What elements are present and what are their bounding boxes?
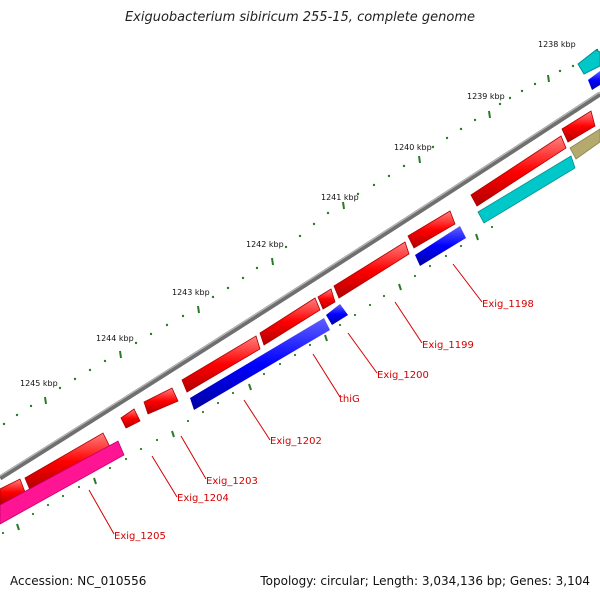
gene-feature-cyan[interactable] xyxy=(477,155,576,224)
gene-feature-magenta[interactable] xyxy=(0,440,125,525)
scale-label: 1240 kbp xyxy=(394,143,432,152)
gene-label-thig[interactable]: thiG xyxy=(339,394,360,405)
gene-feature-blue[interactable] xyxy=(326,304,348,325)
inner-ticks xyxy=(16,233,479,531)
gene-feature-red[interactable] xyxy=(407,210,456,249)
genome-title: Exiguobacterium sibiricum 255-15, comple… xyxy=(124,10,476,25)
gene-label-exig-1205[interactable]: Exig_1205 xyxy=(114,531,166,542)
gene-feature-red[interactable] xyxy=(181,335,261,393)
scale-dots xyxy=(2,58,587,426)
scale-label: 1241 kbp xyxy=(321,193,359,202)
gene-feature-blue[interactable] xyxy=(190,318,330,410)
genome-backbone-highlight xyxy=(0,91,600,477)
scale-label: 1238 kbp xyxy=(538,40,576,49)
gene-feature-blue[interactable] xyxy=(415,226,466,266)
scale-label: 1244 kbp xyxy=(96,334,134,343)
gene-feature-cyan-top[interactable] xyxy=(577,49,600,75)
label-leaders xyxy=(88,263,483,535)
gene-label-exig-1199[interactable]: Exig_1199 xyxy=(422,340,474,351)
inner-dots xyxy=(1,225,494,535)
gene-feature-red[interactable] xyxy=(333,241,410,299)
gene-feature-red[interactable] xyxy=(259,297,321,346)
accession-text: Accession: NC_010556 xyxy=(10,574,147,588)
gene-label-exig-1198[interactable]: Exig_1198 xyxy=(482,299,534,310)
gene-feature-red[interactable] xyxy=(120,408,141,429)
gene-feature-red[interactable] xyxy=(317,288,336,310)
scale-label: 1243 kbp xyxy=(172,288,210,297)
gene-feature-red[interactable] xyxy=(470,135,567,207)
scale-ticks xyxy=(44,48,599,405)
scale-label: 1239 kbp xyxy=(467,92,505,101)
scale-label: 1245 kbp xyxy=(20,379,58,388)
gene-feature-olive[interactable] xyxy=(569,128,600,160)
gene-label-exig-1202[interactable]: Exig_1202 xyxy=(270,436,322,447)
topology-text: Topology: circular; Length: 3,034,136 bp… xyxy=(260,574,590,588)
genome-backbone xyxy=(0,91,600,481)
gene-feature-red[interactable] xyxy=(143,387,179,415)
gene-label-exig-1200[interactable]: Exig_1200 xyxy=(377,370,429,381)
scale-label: 1242 kbp xyxy=(246,240,284,249)
gene-label-exig-1203[interactable]: Exig_1203 xyxy=(206,476,258,487)
gene-feature-blue-top[interactable] xyxy=(588,71,600,90)
gene-feature-red[interactable] xyxy=(561,110,596,143)
gene-label-exig-1204[interactable]: Exig_1204 xyxy=(177,493,229,504)
